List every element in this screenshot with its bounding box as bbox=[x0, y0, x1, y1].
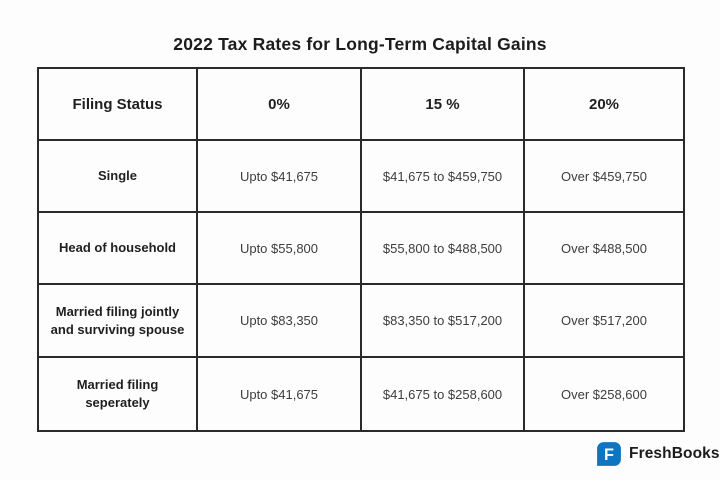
column-header-rate-0: 0% bbox=[196, 67, 362, 141]
column-header-rate-15: 15 % bbox=[360, 67, 525, 141]
cell-filing-status: Married filing jointly and surviving spo… bbox=[37, 283, 198, 358]
cell-rate-15-bracket: $41,675 to $258,600 bbox=[360, 356, 525, 432]
cell-rate-15-bracket: $55,800 to $488,500 bbox=[360, 211, 525, 285]
cell-rate-20-bracket: Over $488,500 bbox=[523, 211, 685, 285]
cell-rate-15-bracket: $41,675 to $459,750 bbox=[360, 139, 525, 213]
freshbooks-icon: F bbox=[597, 442, 621, 466]
cell-rate-0-bracket: Upto $83,350 bbox=[196, 283, 362, 358]
cell-filing-status: Single bbox=[37, 139, 198, 213]
table-row-married-separately: Married filing seperately Upto $41,675 $… bbox=[37, 356, 685, 432]
freshbooks-wordmark: FreshBooks bbox=[629, 445, 720, 462]
cell-rate-15-bracket: $83,350 to $517,200 bbox=[360, 283, 525, 358]
cell-rate-20-bracket: Over $459,750 bbox=[523, 139, 685, 213]
freshbooks-icon-bubble bbox=[597, 442, 621, 466]
table-header-row: Filing Status 0% 15 % 20% bbox=[37, 67, 685, 141]
freshbooks-icon-letter: F bbox=[604, 446, 614, 464]
table-row-married-jointly: Married filing jointly and surviving spo… bbox=[37, 283, 685, 358]
tax-rates-table: Filing Status 0% 15 % 20% Single Upto $4… bbox=[37, 67, 685, 432]
table-row-single: Single Upto $41,675 $41,675 to $459,750 … bbox=[37, 139, 685, 213]
cell-rate-20-bracket: Over $258,600 bbox=[523, 356, 685, 432]
table-row-head-of-household: Head of household Upto $55,800 $55,800 t… bbox=[37, 211, 685, 285]
column-header-filing-status: Filing Status bbox=[37, 67, 198, 141]
freshbooks-logo: F FreshBooks bbox=[596, 441, 720, 467]
cell-rate-0-bracket: Upto $41,675 bbox=[196, 139, 362, 213]
cell-rate-0-bracket: Upto $55,800 bbox=[196, 211, 362, 285]
cell-rate-0-bracket: Upto $41,675 bbox=[196, 356, 362, 432]
page-title: 2022 Tax Rates for Long-Term Capital Gai… bbox=[173, 34, 547, 54]
cell-filing-status: Head of household bbox=[37, 211, 198, 285]
cell-rate-20-bracket: Over $517,200 bbox=[523, 283, 685, 358]
cell-filing-status: Married filing seperately bbox=[37, 356, 198, 432]
column-header-rate-20: 20% bbox=[523, 67, 685, 141]
